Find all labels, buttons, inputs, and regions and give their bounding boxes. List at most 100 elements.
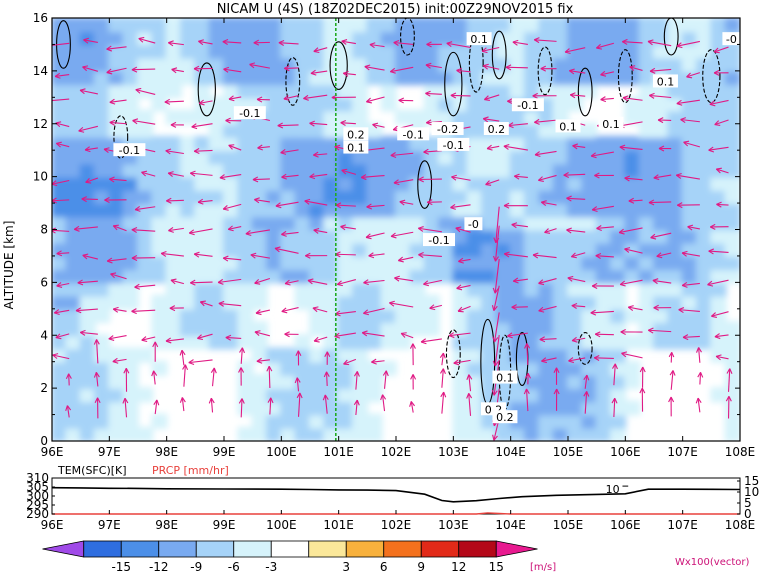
field-cell bbox=[151, 175, 168, 191]
vector-shaft bbox=[514, 175, 528, 179]
wind-vector bbox=[538, 305, 557, 313]
field-cell bbox=[180, 175, 197, 191]
vector-head bbox=[594, 331, 601, 335]
field-cell bbox=[137, 69, 154, 86]
vector-head bbox=[593, 354, 600, 359]
vector-head bbox=[682, 284, 688, 288]
x-tick-label: 97E bbox=[98, 445, 121, 459]
vector-head bbox=[410, 401, 416, 407]
vector-head bbox=[104, 199, 110, 203]
field-cell bbox=[595, 254, 612, 271]
vector-head bbox=[277, 122, 283, 127]
vector-head bbox=[223, 208, 229, 211]
vector-head bbox=[568, 357, 574, 362]
x-tick-label: 108E bbox=[725, 445, 756, 459]
field-cell bbox=[653, 188, 670, 205]
wind-vector bbox=[79, 88, 98, 95]
field-cell bbox=[266, 96, 283, 112]
vector-shaft bbox=[716, 203, 729, 206]
vector-head bbox=[104, 197, 110, 201]
vector-head bbox=[393, 182, 400, 186]
field-cell bbox=[151, 413, 168, 429]
vector-shaft bbox=[170, 279, 185, 285]
vector-shaft bbox=[112, 358, 127, 363]
vector-head bbox=[228, 98, 235, 102]
vector-head bbox=[682, 336, 689, 341]
vector-head bbox=[380, 394, 384, 401]
wind-vector bbox=[153, 399, 160, 415]
field-cell bbox=[552, 413, 569, 429]
field-cell bbox=[65, 281, 82, 297]
field-cell bbox=[552, 426, 569, 441]
vector-head bbox=[131, 66, 138, 71]
vector-head bbox=[82, 254, 88, 260]
field-cell bbox=[208, 149, 225, 165]
lower-x-tick-label: 98E bbox=[155, 518, 178, 532]
vector-head bbox=[399, 199, 406, 203]
vector-head bbox=[56, 282, 62, 287]
field-cell bbox=[237, 135, 254, 152]
wind-vector bbox=[423, 148, 442, 155]
wind-vector bbox=[440, 391, 447, 414]
wind-vector bbox=[382, 370, 389, 389]
vector-head bbox=[254, 330, 261, 333]
field-cell bbox=[194, 109, 211, 125]
field-cell bbox=[438, 254, 455, 271]
wind-vector bbox=[453, 359, 471, 366]
vector-shaft bbox=[82, 254, 98, 260]
colorbar-swatch bbox=[308, 540, 347, 558]
wind-vector bbox=[714, 119, 729, 126]
vector-head bbox=[507, 98, 513, 102]
contour-label: 0.1 bbox=[347, 142, 365, 155]
vector-head bbox=[312, 306, 319, 309]
vector-head bbox=[54, 72, 61, 77]
field-cell bbox=[52, 360, 68, 376]
wind-vector bbox=[596, 225, 614, 232]
field-cell bbox=[395, 215, 412, 231]
vector-head bbox=[649, 67, 656, 72]
field-cell bbox=[380, 334, 397, 350]
vector-head bbox=[493, 237, 497, 243]
wind-vector bbox=[341, 39, 356, 45]
field-cell bbox=[208, 228, 225, 244]
vector-head bbox=[539, 336, 545, 341]
field-cell bbox=[108, 228, 125, 244]
wind-vector bbox=[254, 277, 271, 285]
field-cell bbox=[352, 334, 369, 350]
field-cell bbox=[337, 188, 354, 205]
field-cell bbox=[223, 281, 240, 297]
field-cell bbox=[595, 413, 612, 429]
field-cell bbox=[495, 202, 512, 218]
wind-vector bbox=[210, 367, 217, 387]
vector-head bbox=[170, 124, 177, 128]
vector-head bbox=[482, 118, 489, 123]
vector-head bbox=[79, 89, 85, 95]
wind-vector bbox=[131, 227, 156, 233]
vector-head bbox=[275, 205, 282, 209]
field-cell bbox=[52, 228, 68, 244]
vector-head bbox=[494, 337, 499, 343]
field-cell bbox=[524, 162, 541, 178]
field-cell bbox=[151, 268, 168, 284]
field-cell bbox=[352, 254, 369, 271]
wind-vector bbox=[568, 357, 586, 364]
field-cell bbox=[280, 228, 297, 244]
field-cell bbox=[681, 307, 698, 324]
lower-x-tick-label: 100E bbox=[266, 518, 297, 532]
contour-label: 0.1 bbox=[602, 118, 620, 131]
field-cell bbox=[237, 387, 254, 403]
vector-head bbox=[541, 357, 547, 362]
field-cell bbox=[65, 96, 82, 112]
wind-vector bbox=[189, 170, 213, 177]
contour-label: -0.2 bbox=[437, 123, 458, 136]
vector-head bbox=[106, 45, 112, 50]
field-cell bbox=[509, 281, 526, 297]
field-cell bbox=[108, 387, 125, 403]
field-cell bbox=[294, 268, 311, 284]
vector-head bbox=[451, 176, 457, 181]
vector-shaft bbox=[257, 146, 270, 149]
field-cell bbox=[696, 122, 713, 138]
field-cell bbox=[638, 254, 655, 271]
vector-shaft bbox=[313, 153, 328, 156]
vector-head bbox=[313, 227, 320, 231]
